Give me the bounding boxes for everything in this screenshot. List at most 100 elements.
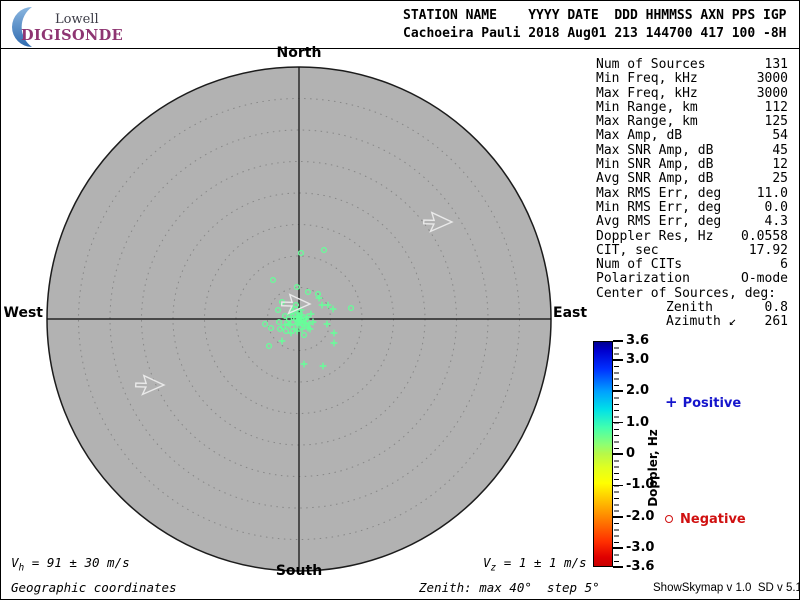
source-marker-positive: [319, 362, 327, 370]
stat-label: Center of Sources, deg:: [596, 285, 777, 301]
legend-positive-label: Positive: [682, 396, 742, 411]
header-columns: STATION NAME YYYY DATE DDD HHMMSS AXN PP…: [403, 8, 787, 23]
header-values: Cachoeira Pauli 2018 Aug01 213 144700 41…: [403, 26, 787, 41]
stat-value: 45: [772, 142, 788, 158]
stat-value: 131: [764, 57, 788, 72]
stat-label: Max Amp, dB: [596, 128, 683, 144]
colorbar-axis-label: Doppler, Hz: [646, 429, 660, 507]
stat-label: Num of CITs: [596, 257, 683, 273]
source-marker-positive: [284, 320, 292, 328]
stat-label: Min Freq, kHz: [596, 71, 698, 87]
zenith-ring: [267, 287, 331, 351]
colorbar-tick-label: 3.0: [626, 351, 650, 367]
source-marker-negative: [347, 304, 355, 312]
lowell-digisonde-logo: Lowell DIGISONDE: [9, 4, 129, 47]
stat-value: 25: [772, 171, 788, 187]
colorbar-tick-label: 0: [626, 446, 636, 461]
source-marker-positive: [296, 318, 304, 326]
stat-row: Num of CITs 6: [596, 257, 788, 273]
source-marker-negative: [320, 246, 328, 254]
stat-row: Min RMS Err, deg 0.0: [596, 199, 788, 215]
software-version: ShowSkymap v 1.0 SD v 5.1: [653, 582, 800, 594]
source-marker-positive: [300, 322, 308, 330]
source-marker-positive: [309, 318, 317, 326]
source-marker-negative: [300, 331, 308, 339]
stat-row: Zenith 0.8: [596, 300, 788, 315]
stat-value: 6: [780, 257, 788, 273]
colorbar-tick-label: 3.6: [626, 333, 650, 348]
source-marker-positive: [298, 325, 306, 333]
source-marker-negative: [283, 319, 291, 327]
stats-panel: Num of Sources 131 Min Freq, kHz 3000 Max Fr…: [596, 57, 788, 330]
source-marker-positive: [307, 310, 315, 318]
vh-symbol: V: [11, 555, 19, 570]
vz-symbol: V: [483, 555, 491, 570]
colorbar-tick-label: -3.6: [626, 559, 655, 574]
stat-label: Max RMS Err, deg: [596, 185, 722, 201]
source-marker-positive: [295, 321, 303, 329]
source-marker-negative: [281, 312, 289, 320]
stat-row: Avg SNR Amp, dB 25: [596, 171, 788, 187]
source-marker-negative: [289, 318, 297, 326]
header-divider: [1, 48, 799, 49]
source-marker-positive: [296, 314, 304, 322]
doppler-colorbar: [593, 341, 613, 567]
vh-value: = 91 ± 30 m/s: [24, 555, 130, 570]
source-marker-positive: [304, 324, 312, 332]
station-header: STATION NAME YYYY DATE DDD HHMMSS AXN PP…: [403, 7, 787, 43]
stat-label: Min RMS Err, deg: [596, 199, 722, 215]
stat-row: Num of Sources 131: [596, 57, 788, 72]
source-marker-negative: [282, 327, 290, 335]
zenith-ring: [78, 98, 520, 540]
vh-subscript: h: [18, 562, 25, 574]
source-marker-positive: [306, 325, 314, 333]
source-marker-negative: [279, 323, 287, 331]
source-marker-positive: [318, 301, 326, 309]
legend-positive: + Positive: [665, 393, 741, 411]
stat-label: Azimuth ↙: [666, 314, 737, 330]
source-marker-positive: [286, 321, 294, 329]
source-marker-positive: [324, 301, 332, 309]
source-marker-positive: [315, 294, 323, 302]
stat-value: 17.92: [748, 242, 788, 258]
stat-label: Min SNR Amp, dB: [596, 157, 714, 173]
source-marker-negative: [314, 290, 322, 298]
stat-row: Min Freq, kHz 3000: [596, 71, 788, 87]
negative-marker-icon: [665, 515, 673, 523]
stat-row: Center of Sources, deg:: [596, 285, 788, 301]
source-marker-positive: [301, 319, 309, 327]
stat-label: Num of Sources: [596, 57, 706, 72]
stat-row: Max Freq, kHz 3000: [596, 86, 788, 101]
stat-row: Avg RMS Err, deg 4.3: [596, 214, 788, 229]
source-marker-positive: [297, 317, 305, 325]
source-marker-positive: [330, 329, 338, 337]
source-marker-positive: [295, 312, 303, 320]
colorbar-tick-label: 2.0: [626, 383, 650, 399]
source-marker-positive: [299, 317, 307, 325]
vertical-velocity-note: Vz = 1 ± 1 m/s: [483, 555, 587, 574]
stat-label: Max SNR Amp, dB: [596, 142, 714, 158]
stat-value: 3000: [756, 71, 788, 87]
source-marker-negative: [278, 298, 286, 306]
stat-label: Min Range, km: [596, 99, 698, 115]
stat-label: CIT, sec: [596, 242, 659, 258]
stat-value: 0.0: [764, 199, 788, 215]
colorbar-minor-ticks: [614, 341, 619, 568]
source-marker-negative: [274, 306, 282, 314]
source-marker-negative: [297, 249, 305, 257]
source-marker-positive: [287, 329, 295, 337]
source-marker-positive: [295, 315, 303, 323]
source-marker-negative: [265, 342, 273, 350]
cursor-arrows: [133, 211, 452, 401]
source-marker-negative: [292, 301, 300, 309]
stat-label: Max Range, km: [596, 114, 698, 130]
source-marker-positive: [330, 339, 338, 347]
source-marker-negative: [304, 288, 312, 296]
stat-value: 12: [772, 157, 788, 173]
source-marker-positive: [293, 320, 301, 328]
cursor-arrow-icon: [279, 293, 310, 320]
source-marker-negative: [275, 318, 283, 326]
source-marker-positive: [302, 315, 310, 323]
source-marker-negative: [293, 283, 301, 291]
horizontal-velocity-note: Vh = 91 ± 30 m/s: [11, 555, 130, 574]
